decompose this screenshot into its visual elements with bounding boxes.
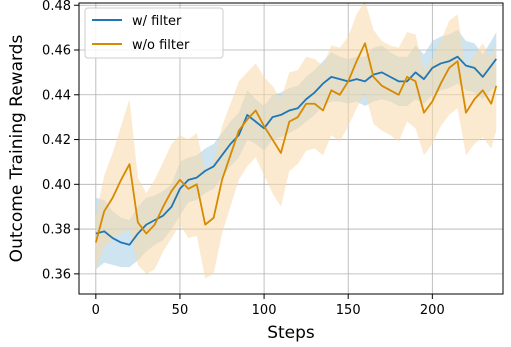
x-tick-label: 100 <box>252 303 277 318</box>
y-tick-label: 0.36 <box>42 267 71 282</box>
legend: w/ filter w/o filter <box>84 7 224 59</box>
y-tick-label: 0.48 <box>42 0 71 14</box>
plot-frame <box>78 2 504 295</box>
confidence-band-layer <box>95 0 497 279</box>
confidence-band-w-o-filter <box>95 0 497 279</box>
y-tick-label: 0.40 <box>42 178 71 193</box>
x-tick-label: 0 <box>92 303 100 318</box>
series-line-layer <box>94 42 498 246</box>
x-tick-label: 50 <box>172 303 189 318</box>
x-axis-label: Steps <box>267 323 315 343</box>
y-tick-label: 0.46 <box>42 44 71 59</box>
y-tick-label: 0.38 <box>42 223 71 238</box>
y-axis-label: Outcome Training Rewards <box>7 35 27 263</box>
legend-label-wo-filter: w/o filter <box>132 38 190 53</box>
y-tick-label: 0.44 <box>42 88 71 103</box>
x-tick-label: 200 <box>420 303 445 318</box>
legend-label-w-filter: w/ filter <box>132 14 182 29</box>
series-line-w-filter <box>95 55 497 246</box>
y-tick-label: 0.42 <box>42 133 71 148</box>
tick-layer: 0 50 100 150 200 0.36 0.38 0.40 0.42 0.44 0.46 0.48 <box>42 0 445 318</box>
x-tick-label: 150 <box>336 303 361 318</box>
series-line-w-o-filter <box>94 42 498 243</box>
